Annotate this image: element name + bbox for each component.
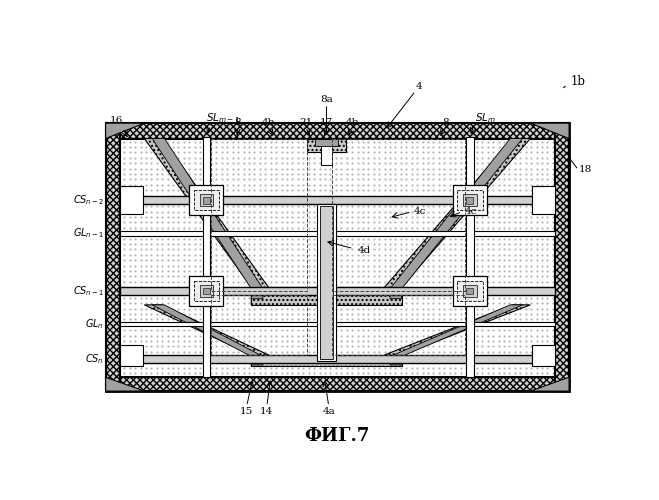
Bar — [200, 194, 214, 206]
Bar — [189, 185, 223, 216]
Polygon shape — [530, 377, 569, 391]
Text: 15: 15 — [240, 406, 253, 416]
Text: 4b: 4b — [262, 118, 275, 127]
Bar — [194, 190, 219, 210]
Bar — [203, 288, 210, 294]
Text: 4a: 4a — [322, 406, 335, 416]
Bar — [211, 138, 307, 291]
Text: 14: 14 — [260, 406, 273, 416]
Bar — [119, 186, 143, 214]
Bar — [307, 138, 346, 152]
Polygon shape — [390, 138, 523, 298]
Bar — [453, 276, 487, 306]
Text: 21: 21 — [299, 118, 312, 127]
Bar — [251, 355, 402, 366]
Bar — [119, 355, 555, 362]
Bar — [466, 137, 474, 377]
Bar — [453, 185, 487, 216]
Bar — [467, 197, 473, 203]
Bar — [211, 295, 307, 355]
Text: $GL_{n-1}$: $GL_{n-1}$ — [72, 226, 104, 240]
Polygon shape — [385, 138, 530, 305]
Polygon shape — [144, 138, 268, 305]
Text: $CS_{n-2}$: $CS_{n-2}$ — [73, 193, 104, 207]
Text: $CS_{n-1}$: $CS_{n-1}$ — [72, 284, 104, 298]
Polygon shape — [530, 123, 569, 138]
Bar — [251, 287, 402, 305]
Polygon shape — [390, 305, 523, 365]
Polygon shape — [385, 305, 530, 366]
Text: 16: 16 — [110, 116, 123, 126]
Bar — [532, 345, 555, 366]
Bar — [203, 197, 210, 203]
Polygon shape — [152, 305, 263, 365]
Text: 4d: 4d — [357, 246, 371, 254]
Bar — [105, 377, 569, 391]
Text: $GL_n$: $GL_n$ — [85, 317, 104, 331]
Text: $SL_m$: $SL_m$ — [475, 111, 496, 124]
Bar — [200, 285, 214, 297]
Text: 8: 8 — [442, 118, 448, 127]
Bar — [332, 295, 465, 355]
Bar — [119, 345, 143, 366]
Bar — [119, 196, 555, 204]
Text: $SL_{m-1}$: $SL_{m-1}$ — [206, 111, 241, 124]
Text: ФИГ.7: ФИГ.7 — [304, 427, 370, 445]
Text: 8a: 8a — [320, 95, 333, 104]
Bar — [320, 206, 333, 359]
Bar — [119, 322, 555, 326]
Bar — [467, 288, 473, 294]
Bar — [317, 204, 336, 361]
Text: 1b: 1b — [571, 75, 586, 88]
Text: 17: 17 — [320, 118, 333, 127]
Bar — [194, 281, 219, 301]
Bar — [315, 138, 338, 146]
Bar — [457, 190, 482, 210]
Text: 18: 18 — [579, 165, 592, 174]
Text: $CS_n$: $CS_n$ — [85, 352, 104, 366]
Polygon shape — [105, 123, 144, 138]
Bar — [189, 276, 223, 306]
Bar — [463, 285, 476, 297]
Bar — [105, 123, 119, 391]
Text: 4c: 4c — [414, 207, 426, 216]
Bar — [119, 231, 555, 235]
Bar — [457, 281, 482, 301]
Bar — [555, 123, 569, 391]
Text: 4c: 4c — [465, 207, 477, 216]
Bar — [321, 138, 332, 166]
Polygon shape — [152, 138, 263, 298]
Bar — [202, 137, 210, 377]
Text: 8: 8 — [234, 118, 241, 127]
Bar — [105, 123, 569, 138]
Polygon shape — [105, 377, 144, 391]
Bar — [332, 138, 465, 291]
Bar — [119, 287, 555, 295]
Bar — [532, 186, 555, 214]
Bar — [463, 194, 476, 206]
Bar — [105, 123, 569, 391]
Text: 4b: 4b — [345, 118, 358, 127]
Polygon shape — [144, 305, 268, 366]
Text: 4: 4 — [416, 82, 422, 91]
